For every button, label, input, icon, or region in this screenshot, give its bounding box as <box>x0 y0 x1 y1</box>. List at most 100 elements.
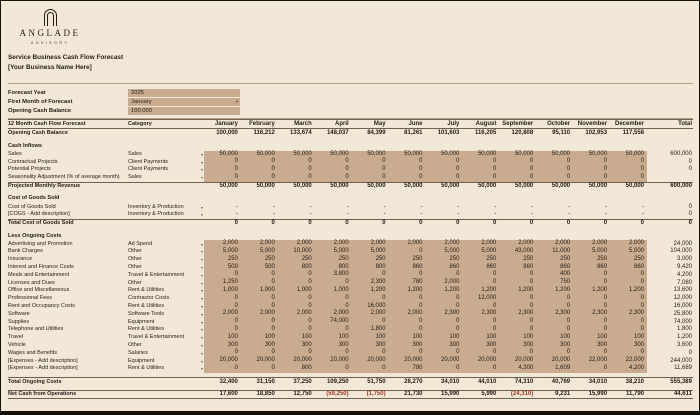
month-value-cell[interactable]: 860 <box>388 263 426 272</box>
month-value-cell[interactable]: - <box>346 203 349 210</box>
month-value-cell[interactable]: 20,000 <box>462 357 500 366</box>
month-value-cell[interactable]: 0 <box>462 271 500 280</box>
forecast-year-input[interactable]: 2025 <box>128 88 240 97</box>
month-value-cell[interactable]: 300 <box>425 341 463 350</box>
month-value-cell[interactable]: 16,000 <box>351 302 389 311</box>
month-value-cell[interactable]: 100 <box>499 333 537 342</box>
month-value-cell[interactable]: 0 <box>314 279 352 288</box>
category-cell[interactable]: Rent & Utilities ▾ <box>128 365 203 372</box>
month-value-cell[interactable]: 100 <box>425 333 463 342</box>
month-value-cell[interactable]: 0 <box>351 349 389 358</box>
month-value-cell[interactable]: 10,000 <box>277 248 315 256</box>
month-value-cell[interactable]: 250 <box>388 255 426 264</box>
month-value-cell[interactable]: - <box>383 203 386 210</box>
month-value-cell[interactable]: 0 <box>277 166 315 174</box>
month-value-cell[interactable]: 0 <box>204 166 241 174</box>
month-value-cell[interactable]: 0 <box>314 173 352 182</box>
month-value-cell[interactable]: 5,000 <box>425 248 463 256</box>
month-value-cell[interactable]: 0 <box>240 349 278 358</box>
month-value-cell[interactable]: 300 <box>388 341 426 350</box>
month-value-cell[interactable]: 50,000 <box>277 150 315 159</box>
month-value-cell[interactable]: 0 <box>499 294 537 303</box>
month-value-cell[interactable]: 50,000 <box>240 150 278 159</box>
month-value-cell[interactable]: 0 <box>314 302 352 311</box>
month-value-cell[interactable]: 0 <box>462 158 500 167</box>
month-value-cell[interactable]: - <box>420 203 423 210</box>
month-value-cell[interactable]: 800 <box>277 365 315 373</box>
month-value-cell[interactable]: 2,000 <box>425 240 463 249</box>
month-value-cell[interactable]: 800 <box>314 263 352 272</box>
month-value-cell[interactable]: 2,000 <box>351 240 389 249</box>
month-value-cell[interactable]: 750 <box>536 279 574 288</box>
month-value-cell[interactable]: 20,000 <box>204 357 241 366</box>
month-value-cell[interactable]: 1,200 <box>388 287 426 295</box>
month-value-cell[interactable]: 0 <box>573 271 611 280</box>
month-value-cell[interactable]: 860 <box>573 263 611 272</box>
category-cell[interactable]: Other ▾ <box>128 264 203 271</box>
month-value-cell[interactable]: 5,000 <box>573 248 611 256</box>
month-value-cell[interactable]: 0 <box>499 326 537 334</box>
month-value-cell[interactable]: 4,300 <box>499 365 537 373</box>
month-value-cell[interactable]: 50,000 <box>388 150 426 159</box>
month-value-cell[interactable]: 0 <box>277 173 315 182</box>
month-value-cell[interactable]: - <box>531 203 534 210</box>
month-value-cell[interactable]: - <box>457 211 460 218</box>
month-value-cell[interactable]: 300 <box>536 341 574 350</box>
month-value-cell[interactable]: 250 <box>499 255 537 264</box>
month-value-cell[interactable]: 0 <box>204 318 241 327</box>
month-value-cell[interactable]: 0 <box>462 318 500 327</box>
month-value-cell[interactable]: - <box>272 203 275 210</box>
month-value-cell[interactable]: 0 <box>536 326 574 334</box>
month-value-cell[interactable]: 0 <box>351 271 389 280</box>
month-value-cell[interactable]: 0 <box>573 318 611 327</box>
month-value-cell[interactable]: 20,000 <box>314 357 352 366</box>
month-value-cell[interactable]: 250 <box>240 255 278 264</box>
month-value-cell[interactable]: 1,000 <box>277 287 315 295</box>
month-value-cell[interactable]: 2,000 <box>240 240 278 249</box>
month-value-cell[interactable]: 0 <box>388 318 426 327</box>
month-value-cell[interactable]: - <box>494 203 497 210</box>
month-value-cell[interactable]: 800 <box>277 263 315 272</box>
month-value-cell[interactable]: 0 <box>536 318 574 327</box>
month-value-cell[interactable]: 100 <box>314 333 352 342</box>
month-value-cell[interactable]: 0 <box>499 271 537 280</box>
month-value-cell[interactable]: 50,000 <box>425 150 463 159</box>
category-cell[interactable]: Travel & Entertainment ▾ <box>128 334 203 341</box>
month-value-cell[interactable]: 500 <box>240 263 278 272</box>
month-value-cell[interactable]: 5,000 <box>462 248 500 256</box>
month-value-cell[interactable]: 0 <box>388 173 426 182</box>
month-value-cell[interactable]: 0 <box>277 302 315 311</box>
category-cell[interactable]: Salaries ▾ <box>128 349 203 356</box>
month-value-cell[interactable]: 0 <box>240 302 278 311</box>
month-value-cell[interactable]: 0 <box>351 158 389 167</box>
month-value-cell[interactable]: 1,800 <box>351 326 389 334</box>
month-value-cell[interactable]: 0 <box>536 158 574 167</box>
month-value-cell[interactable]: 0 <box>204 271 241 280</box>
month-value-cell[interactable]: 100 <box>573 333 611 342</box>
month-value-cell[interactable]: 5,000 <box>240 248 278 256</box>
month-value-cell[interactable]: 0 <box>499 318 537 327</box>
month-value-cell[interactable]: 5,000 <box>351 248 389 256</box>
month-value-cell[interactable]: 0 <box>610 271 647 280</box>
month-value-cell[interactable]: 0 <box>314 158 352 167</box>
month-value-cell[interactable]: 20,000 <box>536 357 574 366</box>
month-value-cell[interactable]: 50,000 <box>462 150 500 159</box>
month-value-cell[interactable]: 500 <box>204 263 241 272</box>
month-value-cell[interactable]: 0 <box>351 166 389 174</box>
month-value-cell[interactable]: 800 <box>351 263 389 272</box>
month-value-cell[interactable]: 0 <box>425 271 463 280</box>
month-value-cell[interactable]: 22,000 <box>610 357 647 366</box>
month-value-cell[interactable]: 2,000 <box>610 240 647 249</box>
month-value-cell[interactable]: 0 <box>573 158 611 167</box>
month-value-cell[interactable]: 0 <box>499 279 537 288</box>
month-value-cell[interactable]: 0 <box>388 326 426 334</box>
month-value-cell[interactable]: 0 <box>499 349 537 358</box>
month-value-cell[interactable]: 250 <box>277 255 315 264</box>
month-value-cell[interactable]: 250 <box>425 255 463 264</box>
month-value-cell[interactable]: 0 <box>388 294 426 303</box>
month-value-cell[interactable]: - <box>605 203 608 210</box>
month-value-cell[interactable]: 0 <box>462 166 500 174</box>
month-value-cell[interactable]: 2,000 <box>314 240 352 249</box>
month-value-cell[interactable]: 1,200 <box>351 287 389 295</box>
category-cell[interactable]: Software Tools ▾ <box>128 310 203 317</box>
